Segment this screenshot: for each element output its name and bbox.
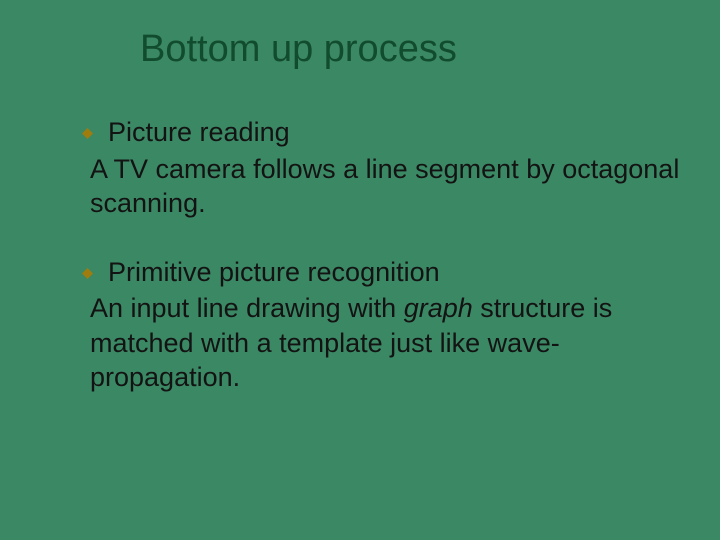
bullet-paragraph: An input line drawing with graph structu…: [70, 291, 680, 395]
slide-body: Picture reading A TV camera follows a li…: [70, 115, 680, 395]
bullet-item: Picture reading: [70, 115, 680, 150]
paragraph-text-pre: An input line drawing with: [90, 293, 404, 323]
slide-title: Bottom up process: [140, 28, 457, 71]
bullet-heading: Primitive picture recognition: [108, 257, 440, 287]
diamond-bullet-icon: [82, 128, 93, 139]
bullet-item: Primitive picture recognition: [70, 255, 680, 290]
bullet-paragraph: A TV camera follows a line segment by oc…: [70, 152, 680, 221]
slide: Bottom up process Picture reading A TV c…: [0, 0, 720, 540]
bullet-heading: Picture reading: [108, 117, 290, 147]
paragraph-text-italic: graph: [404, 293, 473, 323]
diamond-bullet-icon: [82, 268, 93, 279]
